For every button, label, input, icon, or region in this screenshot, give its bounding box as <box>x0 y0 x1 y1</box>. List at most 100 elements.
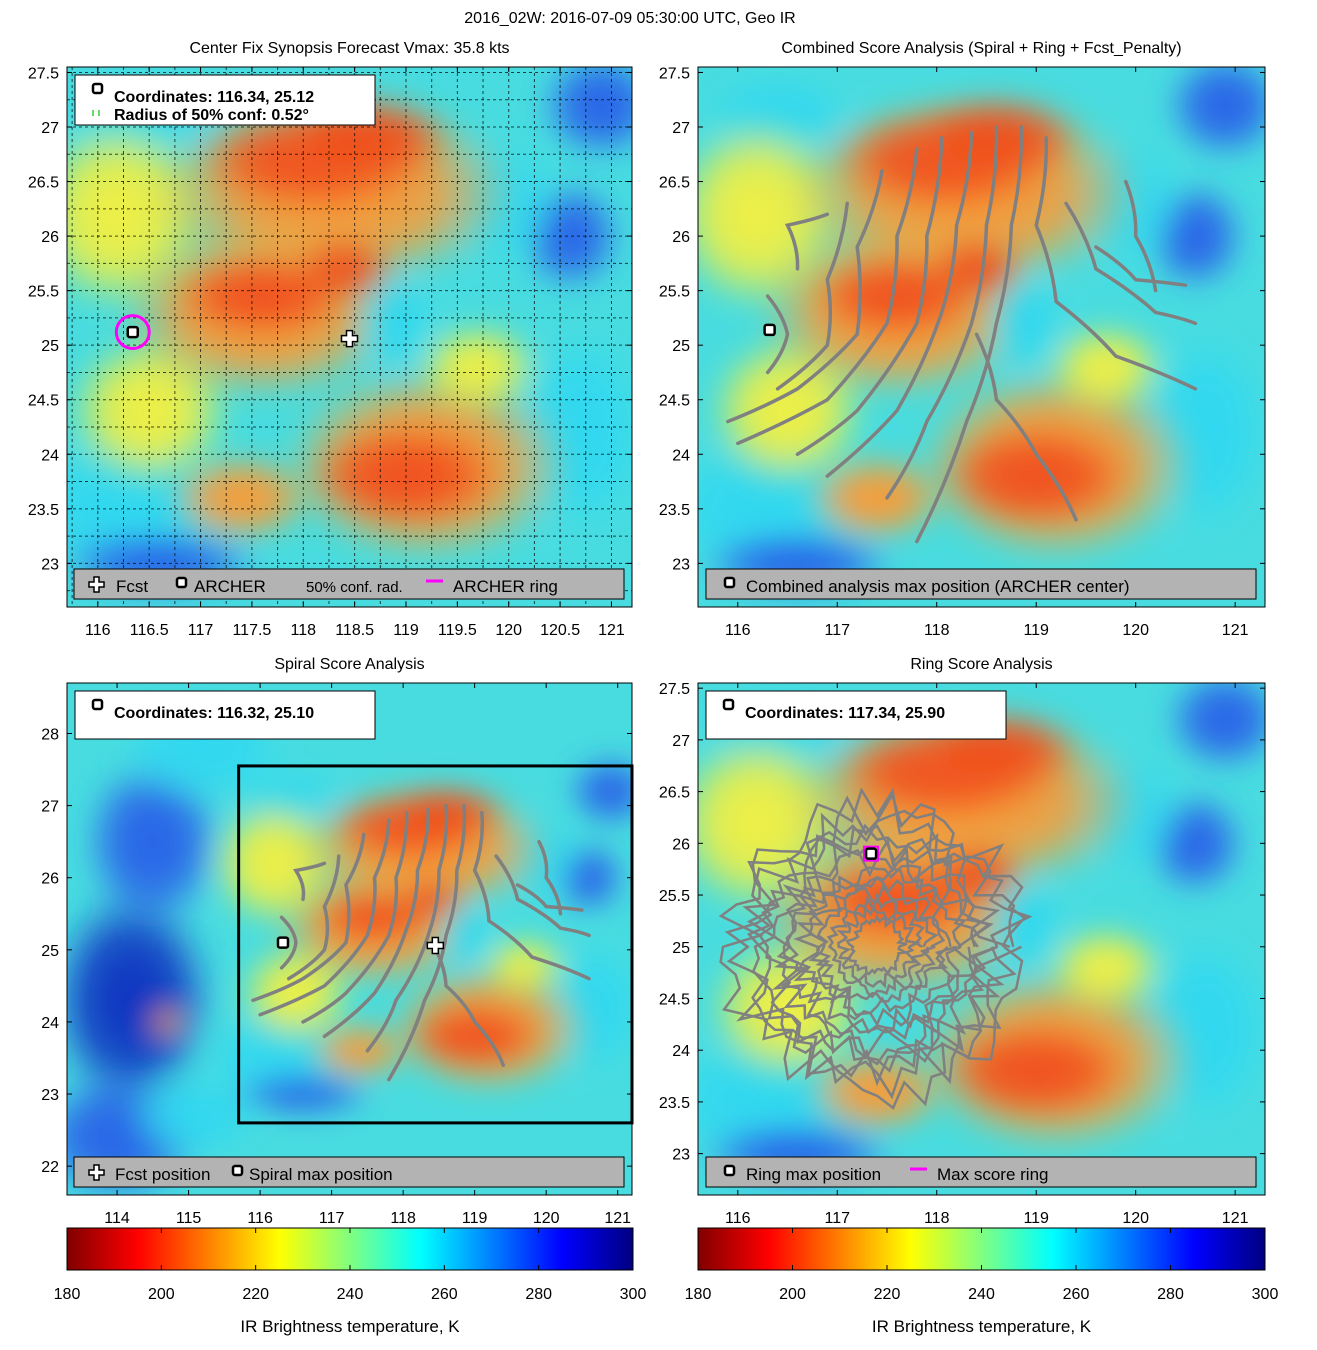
x-tick-label: 120 <box>1122 1210 1149 1227</box>
x-tick-label: 116 <box>85 622 111 639</box>
spiral-contour <box>387 803 467 1082</box>
colorbar-tick-label: 240 <box>337 1286 364 1303</box>
x-tick-label: 117 <box>319 1210 345 1227</box>
cloud-blob <box>936 1019 1136 1123</box>
legend-entry: Fcst <box>116 577 148 596</box>
colorbar-tick-label: 220 <box>874 1286 901 1303</box>
y-tick-label: 27 <box>41 799 59 816</box>
spiral-contour <box>258 818 391 1017</box>
position-markers <box>863 845 880 862</box>
y-tick-label: 27 <box>41 120 59 137</box>
x-tick-label: 116 <box>247 1210 273 1227</box>
y-tick-label: 24.5 <box>659 991 690 1008</box>
spiral-contour <box>736 147 919 446</box>
spiral-contour <box>915 125 1024 544</box>
ring-contours <box>718 787 1033 1110</box>
axes-frame <box>697 66 1266 608</box>
max-score-ring <box>863 845 880 862</box>
panel-title: Ring Score Analysis <box>910 656 1052 673</box>
cloud-blob <box>1046 926 1166 1009</box>
info-box: Coordinates: 117.34, 25.90 <box>705 690 1007 740</box>
legend-bar: Ring max position Max score ring <box>705 1156 1257 1188</box>
spiral-contour <box>1094 245 1188 287</box>
axis-ticks: 116 117 118 119 120 121 23 23.5 24 24.5 25 25.5 26 26… <box>659 65 1265 639</box>
forecast-position-cross-icon <box>426 936 445 955</box>
spiral-contours <box>251 803 591 1082</box>
colorbar-tick-label: 240 <box>968 1286 995 1303</box>
y-tick-label: 26 <box>672 229 690 246</box>
figure-title: 2016_02W: 2016-07-09 05:30:00 UTC, Geo I… <box>464 10 795 27</box>
y-tick-label: 26 <box>41 871 59 888</box>
y-tick-label: 24.5 <box>28 393 59 410</box>
archer-square-icon <box>722 698 735 711</box>
panel-title: Combined Score Analysis (Spiral + Ring +… <box>781 40 1181 57</box>
cloud-blob <box>567 755 632 828</box>
y-tick-label: 23.5 <box>659 1095 690 1112</box>
legend-square-icon <box>723 1164 736 1177</box>
x-tick-label: 120 <box>1122 622 1149 639</box>
y-tick-label: 22 <box>41 1159 59 1176</box>
y-tick-label: 27 <box>672 733 690 750</box>
cloud-blob <box>481 935 568 994</box>
x-tick-label: 119 <box>1023 1210 1049 1227</box>
x-tick-label: 115 <box>176 1210 202 1227</box>
x-tick-label: 118 <box>924 622 950 639</box>
y-tick-label: 23.5 <box>28 502 59 519</box>
y-tick-label: 25.5 <box>659 888 690 905</box>
cloud-blob <box>807 454 947 542</box>
spiral-contour <box>515 883 584 912</box>
spiral-contour <box>286 854 341 981</box>
cloud-blob <box>67 884 218 1116</box>
cloud-blob <box>936 421 1136 531</box>
spiral-contour <box>1034 136 1198 391</box>
cloud-blob <box>416 323 540 411</box>
x-tick-label: 118 <box>291 622 317 639</box>
spiral-contour <box>726 168 884 424</box>
y-tick-label: 24.5 <box>659 393 690 410</box>
cloud-blob <box>539 67 632 160</box>
spiral-contour <box>301 811 409 1024</box>
colorbar-label: IR Brightness temperature, K <box>240 1317 460 1336</box>
axes-frame <box>66 682 633 1196</box>
cloud-blob <box>169 454 314 542</box>
panel-title: Spiral Score Analysis <box>274 656 424 673</box>
axis-ticks: 116 116.5 117 117.5 118 118.5 119 119.5 120 120.5… <box>28 65 632 639</box>
ring-contour <box>746 823 1011 1073</box>
spiral-contour <box>279 915 298 970</box>
y-tick-label: 24 <box>672 447 690 464</box>
coordinates-text: Coordinates: 116.34, 25.12 <box>114 89 314 106</box>
colorbar-tick-label: 180 <box>54 1286 81 1303</box>
y-tick-label: 26.5 <box>659 785 690 802</box>
x-tick-label: 119 <box>1023 622 1049 639</box>
colorbar-tick-label: 280 <box>1157 1286 1184 1303</box>
colorbar-2: 180 200 220 240 260 280 300 IR Brightness tempe… <box>685 1227 1278 1336</box>
spiral-contour <box>537 839 563 916</box>
spiral-contour <box>1064 201 1198 326</box>
spiral-contour <box>251 832 366 1003</box>
legend-entry: ARCHER ring <box>453 577 558 596</box>
legend-entry: Spiral max position <box>249 1165 393 1184</box>
spiral-contour <box>784 212 830 271</box>
panel-4: Ring Score Analysis Coordinates: 117.34, … <box>659 656 1266 1227</box>
archer-center-square-icon <box>276 936 290 949</box>
spiral-contour <box>292 861 327 902</box>
y-tick-label: 25 <box>41 338 59 355</box>
y-tick-label: 28 <box>41 726 59 743</box>
position-markers <box>114 314 359 351</box>
position-markers <box>276 936 445 955</box>
spiral-contour <box>765 294 790 375</box>
y-tick-label: 26.5 <box>659 175 690 192</box>
legend-cross-icon <box>88 576 105 593</box>
spiral-contour <box>775 201 849 391</box>
x-tick-label: 120 <box>495 622 522 639</box>
y-tick-label: 24 <box>41 1015 59 1032</box>
panel-3: Spiral Score Analysis Coordinates: 116.32… <box>41 656 634 1227</box>
cloud-blob <box>354 268 437 378</box>
spiral-contour <box>365 803 449 1053</box>
x-tick-label: 121 <box>1222 622 1249 639</box>
panel-2: Combined Score Analysis (Spiral + Ring +… <box>659 40 1266 639</box>
spiral-contour <box>494 854 591 938</box>
cloud-blob <box>149 1007 186 1037</box>
archer-square-icon <box>91 82 104 95</box>
